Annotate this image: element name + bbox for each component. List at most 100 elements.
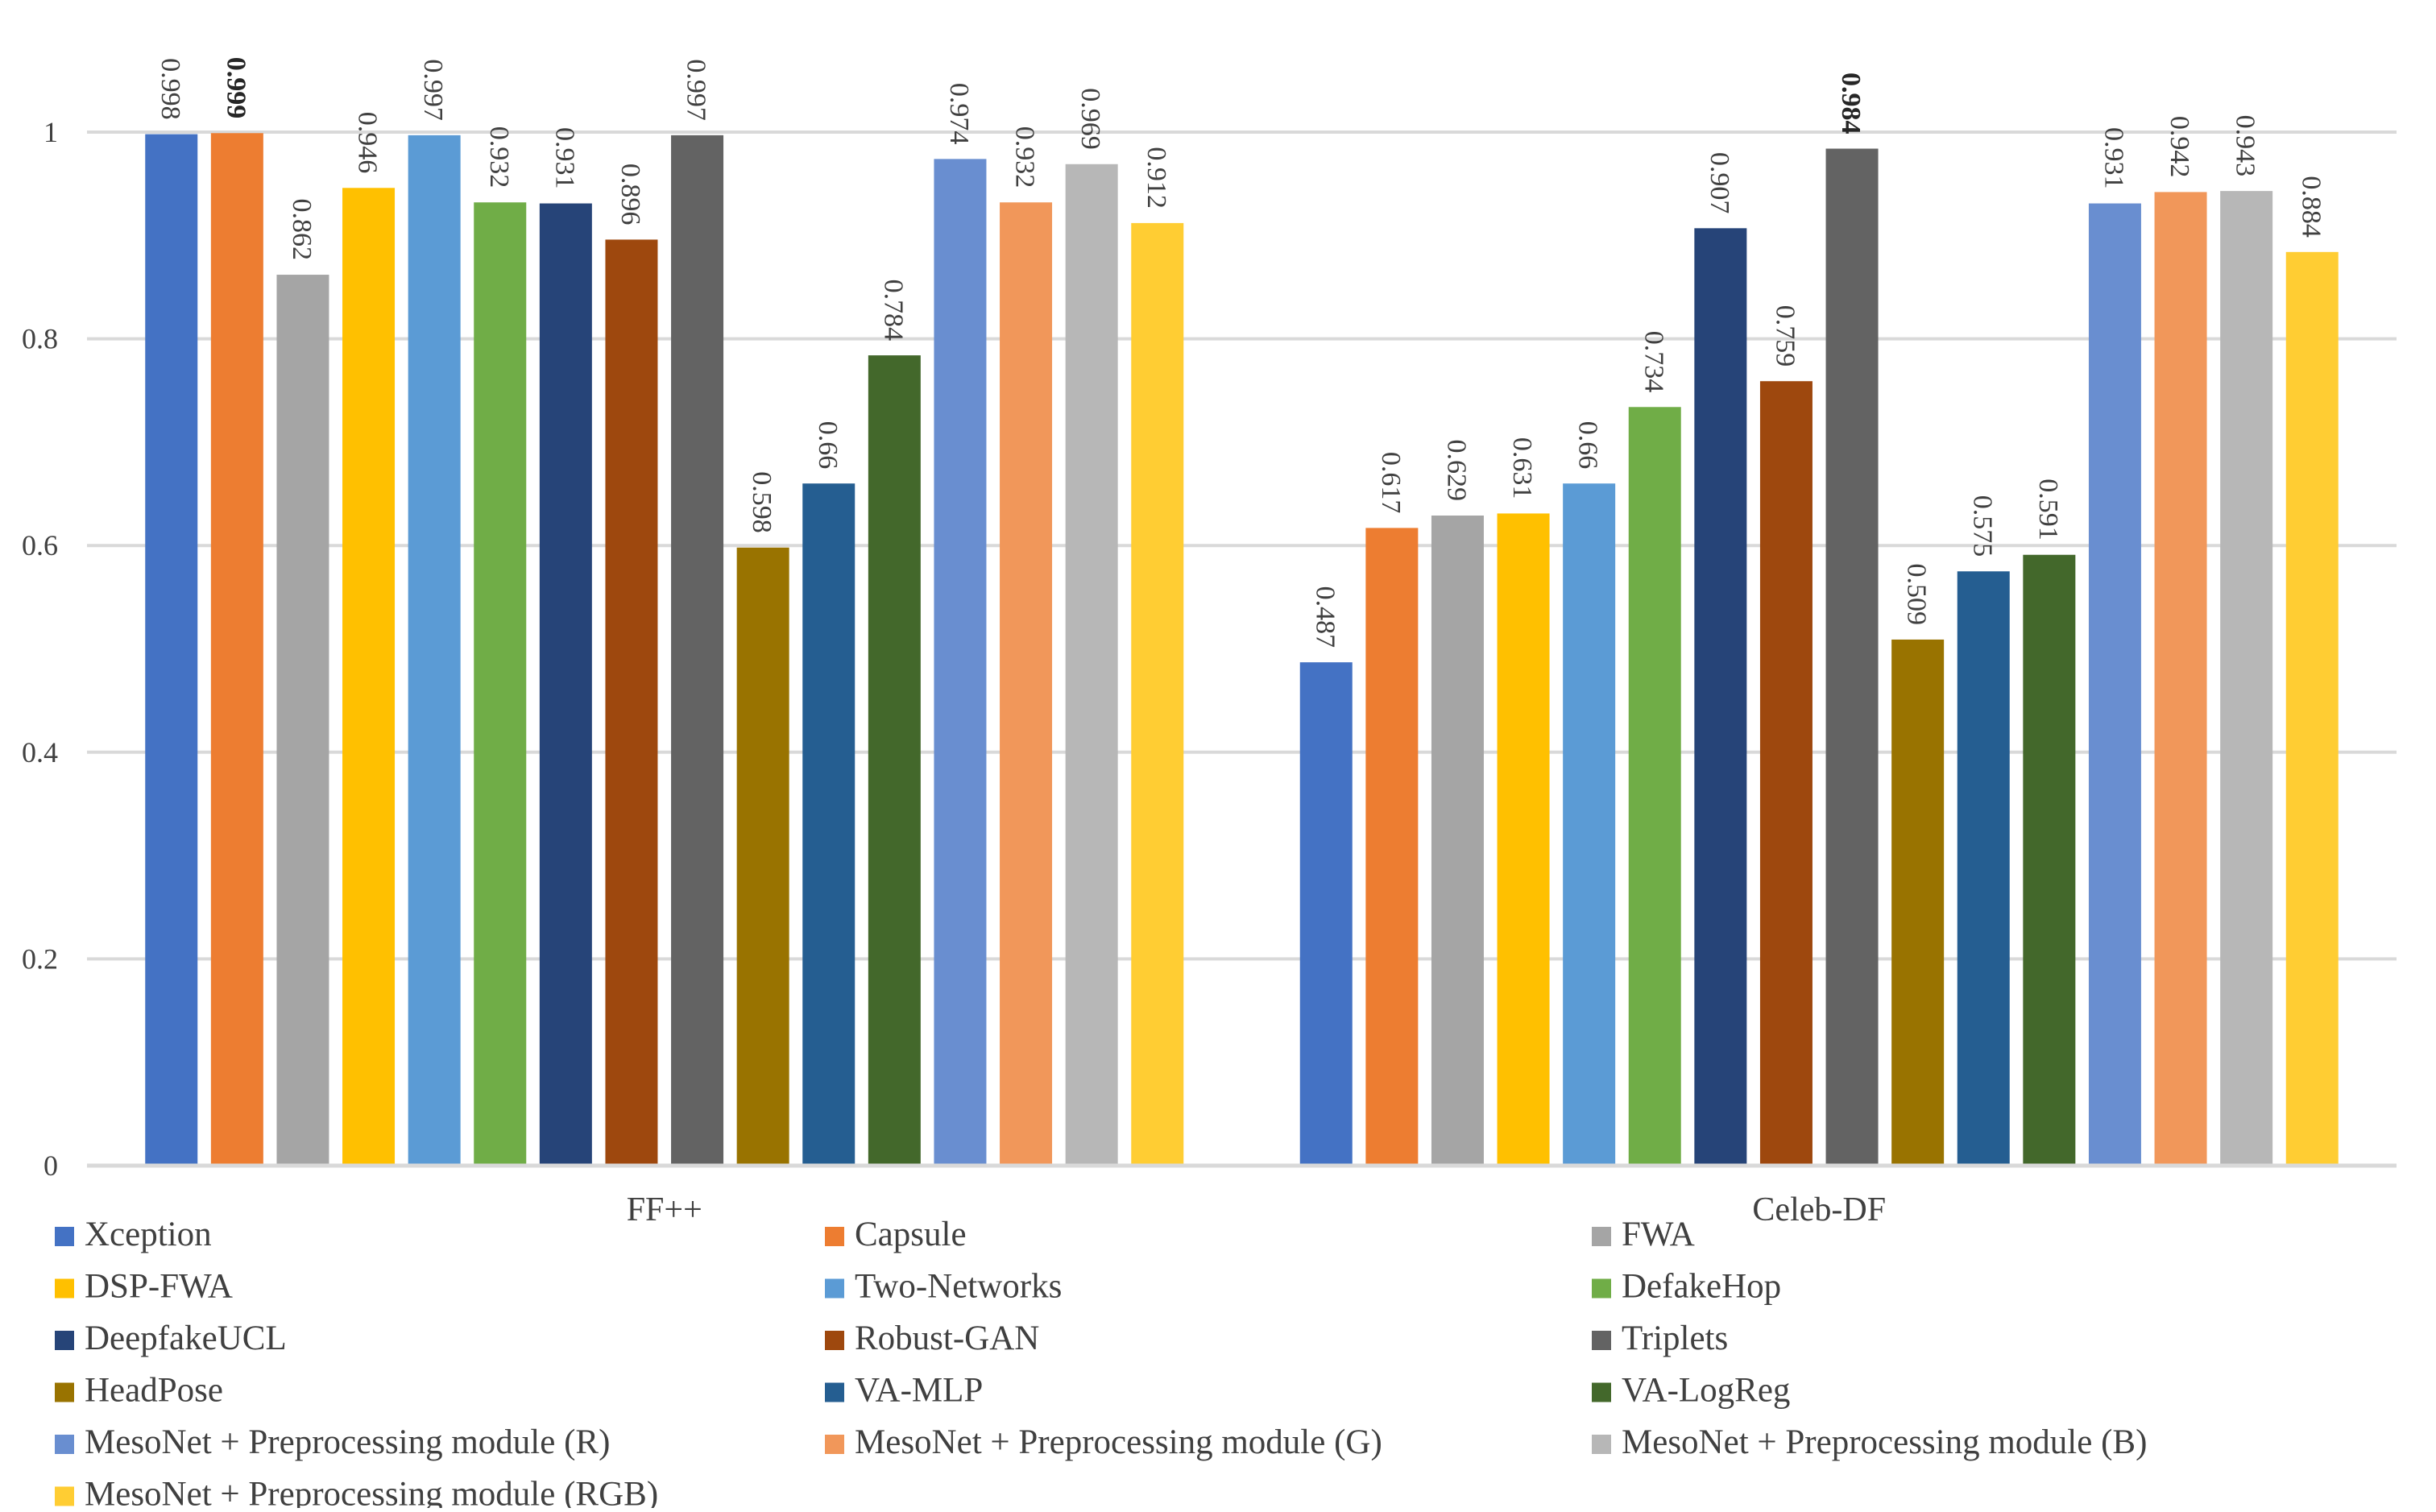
y-tick-label: 0.8 xyxy=(22,323,58,355)
legend-label: Xception xyxy=(85,1216,212,1253)
y-tick-label: 0 xyxy=(44,1150,58,1182)
bar-celeb-df-14 xyxy=(2154,192,2207,1166)
data-label: 0.997 xyxy=(418,59,448,121)
legend-item[interactable]: DeepfakeUCL xyxy=(55,1319,287,1357)
legend-item[interactable]: VA-MLP xyxy=(825,1372,983,1410)
legend-item[interactable]: Xception xyxy=(55,1216,212,1253)
legend-item[interactable]: HeadPose xyxy=(55,1372,223,1410)
bar-celeb-df-1 xyxy=(1299,662,1353,1166)
legend-swatch xyxy=(825,1227,844,1246)
data-label: 0.946 xyxy=(353,112,383,174)
legend-swatch xyxy=(825,1435,844,1454)
bar-ff--8 xyxy=(605,239,658,1166)
bar-ff--7 xyxy=(539,203,592,1166)
legend-item[interactable]: Capsule xyxy=(825,1216,967,1253)
data-label: 0.974 xyxy=(944,83,974,145)
data-label: 0.998 xyxy=(155,58,185,120)
data-label: 0.999 xyxy=(221,57,251,119)
data-label: 0.942 xyxy=(2165,116,2194,178)
legend-label: MesoNet + Preprocessing module (B) xyxy=(1622,1423,2147,1461)
legend-item[interactable]: Robust-GAN xyxy=(825,1319,1039,1357)
data-label: 0.631 xyxy=(1507,437,1537,499)
bar-celeb-df-8 xyxy=(1759,381,1812,1166)
bar-ff--15 xyxy=(1065,164,1118,1166)
bar-celeb-df-5 xyxy=(1563,483,1616,1166)
data-label: 0.884 xyxy=(2296,176,2326,238)
legend-item[interactable]: DSP-FWA xyxy=(55,1268,233,1306)
legend-label: MesoNet + Preprocessing module (RGB) xyxy=(85,1476,658,1509)
legend-item[interactable]: MesoNet + Preprocessing module (R) xyxy=(55,1423,610,1461)
data-label: 0.591 xyxy=(2033,478,2063,541)
legend-item[interactable]: DefakeHop xyxy=(1592,1268,1781,1306)
bar-celeb-df-12 xyxy=(2023,554,2076,1166)
legend-label: DeepfakeUCL xyxy=(85,1319,287,1357)
legend-label: MesoNet + Preprocessing module (G) xyxy=(855,1423,1382,1461)
category-label: Celeb-DF xyxy=(1752,1191,1886,1228)
legend-label: Robust-GAN xyxy=(855,1319,1039,1357)
bar-ff--13 xyxy=(934,159,987,1166)
gridlines xyxy=(87,130,2397,961)
legend-swatch xyxy=(55,1331,74,1350)
data-label: 0.931 xyxy=(2098,127,2128,189)
bar-celeb-df-10 xyxy=(1891,639,1945,1166)
legend[interactable]: Xception Capsule FWA DSP-FWA Two-Networks Def… xyxy=(55,1216,2147,1512)
data-label: 0.575 xyxy=(1967,495,1997,557)
data-label: 0.759 xyxy=(1770,305,1800,367)
bar-ff--11 xyxy=(802,483,856,1166)
y-tick-label: 0.2 xyxy=(22,942,58,975)
legend-item[interactable]: FWA xyxy=(1592,1216,1695,1253)
data-label: 0.784 xyxy=(878,280,908,342)
legend-label: DSP-FWA xyxy=(85,1268,233,1306)
data-label: 0.969 xyxy=(1075,88,1105,150)
data-label: 0.617 xyxy=(1376,452,1406,514)
category-label: FF++ xyxy=(627,1191,702,1228)
legend-swatch xyxy=(1592,1435,1611,1454)
data-label: 0.862 xyxy=(287,199,317,261)
bar-celeb-df-4 xyxy=(1497,513,1550,1166)
data-label: 0.629 xyxy=(1441,439,1471,501)
bar-celeb-df-16 xyxy=(2285,251,2339,1166)
legend-swatch xyxy=(825,1382,844,1402)
legend-label: MesoNet + Preprocessing module (R) xyxy=(85,1423,610,1461)
data-label: 0.984 xyxy=(1836,72,1866,135)
legend-swatch xyxy=(825,1331,844,1350)
legend-label: Capsule xyxy=(855,1216,967,1253)
data-label: 0.66 xyxy=(813,421,843,470)
legend-item[interactable]: VA-LogReg xyxy=(1592,1372,1790,1410)
legend-item[interactable]: Triplets xyxy=(1592,1319,1728,1357)
legend-swatch xyxy=(55,1435,74,1454)
data-label: 0.912 xyxy=(1141,147,1171,209)
legend-item[interactable]: Two-Networks xyxy=(825,1268,1062,1306)
legend-label: Two-Networks xyxy=(855,1268,1062,1306)
legend-item[interactable]: MesoNet + Preprocessing module (B) xyxy=(1592,1423,2147,1461)
bar-ff--6 xyxy=(474,202,527,1166)
legend-item[interactable]: MesoNet + Preprocessing module (RGB) xyxy=(55,1476,658,1512)
bar-celeb-df-11 xyxy=(1957,571,2010,1166)
data-label: 0.509 xyxy=(1902,563,1932,625)
bar-ff--3 xyxy=(276,275,329,1166)
legend-swatch xyxy=(1592,1227,1611,1246)
data-label: 0.907 xyxy=(1705,152,1734,214)
data-label: 0.66 xyxy=(1573,421,1603,470)
bar-celeb-df-3 xyxy=(1431,515,1484,1166)
bar-celeb-df-7 xyxy=(1694,228,1747,1166)
category-labels: FF++ Celeb-DF xyxy=(627,1191,1886,1228)
legend-item[interactable]: MesoNet + Preprocessing module (G) xyxy=(825,1423,1382,1461)
legend-label: HeadPose xyxy=(85,1372,223,1410)
bar-ff--4 xyxy=(342,188,396,1166)
y-axis-ticks: 0 0.2 0.4 0.6 0.8 1 xyxy=(22,116,58,1182)
bar-celeb-df-15 xyxy=(2220,191,2273,1166)
legend-swatch xyxy=(1592,1278,1611,1299)
legend-swatch xyxy=(55,1227,74,1246)
bar-ff--12 xyxy=(868,355,921,1166)
data-labels: 0.998 0.999 0.862 0.946 0.997 0.932 0.931 0.896… xyxy=(155,57,2326,648)
y-tick-label: 0.4 xyxy=(22,736,58,768)
bars xyxy=(145,133,2339,1166)
legend-swatch xyxy=(55,1486,74,1506)
bar-celeb-df-13 xyxy=(2088,203,2141,1166)
y-tick-label: 0.6 xyxy=(22,529,58,561)
bar-ff--1 xyxy=(145,134,198,1166)
legend-swatch xyxy=(1592,1331,1611,1350)
